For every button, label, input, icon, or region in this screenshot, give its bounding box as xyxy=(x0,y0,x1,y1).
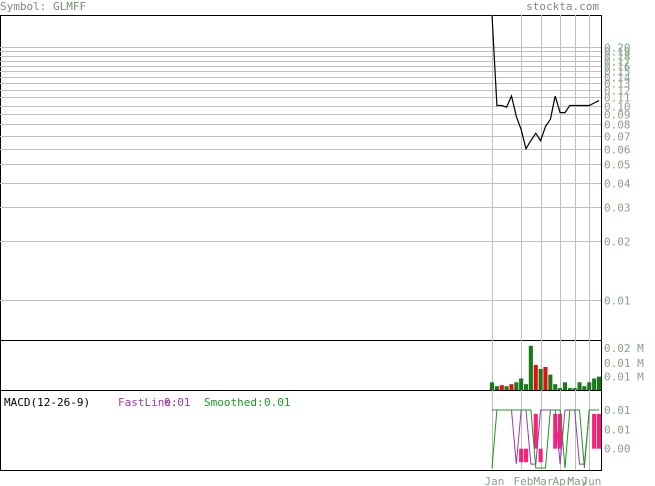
macd-tick-label: 0.00 xyxy=(604,443,631,456)
price-tick-label: 0.04 xyxy=(604,178,631,191)
price-tick-label: 0.07 xyxy=(604,131,631,144)
volume-bar xyxy=(519,378,524,390)
macd-histogram-bar xyxy=(558,413,563,449)
volume-bar xyxy=(596,376,601,390)
volume-bar xyxy=(553,384,558,390)
macd-tick-label: 0.01 xyxy=(604,423,631,436)
price-tick-label: 0.11 xyxy=(604,92,631,105)
price-tick-label: 0.17 xyxy=(604,56,631,69)
volume-bar xyxy=(489,382,494,390)
x-tick-label: Jan xyxy=(485,475,505,486)
volume-tick-label: 0.02 M xyxy=(604,342,644,355)
volume-bar xyxy=(548,374,553,390)
volume-tick-label: 0.01 M xyxy=(604,357,644,370)
price-tick-label: 0.14 xyxy=(604,72,631,85)
macd-title: MACD(12-26-9) xyxy=(4,396,90,409)
macd-histogram-bar xyxy=(533,413,538,449)
fastline-legend-value: 0.01 xyxy=(164,396,191,409)
x-tick-label: Jun xyxy=(582,475,602,486)
volume-bar xyxy=(509,384,514,390)
volume-bar xyxy=(533,365,538,390)
price-tick-label: 0.03 xyxy=(604,202,631,215)
volume-tick-label: 0.01 M xyxy=(604,371,644,384)
price-tick-label: 0.16 xyxy=(604,61,631,74)
price-tick-label: 0.05 xyxy=(604,159,631,172)
price-tick-label: 0.08 xyxy=(604,119,631,132)
price-tick-label: 0.02 xyxy=(604,236,631,249)
macd-tick-label: 0.01 xyxy=(604,404,631,417)
volume-bar xyxy=(494,386,499,390)
macd-panel-frame xyxy=(0,390,602,471)
price-tick-label: 0.13 xyxy=(604,78,631,91)
volume-bar xyxy=(567,388,572,390)
macd-histogram-bar xyxy=(538,448,543,463)
macd-smoothed-line xyxy=(491,409,599,469)
volume-panel-frame xyxy=(0,340,602,391)
price-panel-frame xyxy=(0,15,602,341)
price-tick-label: 0.06 xyxy=(604,144,631,157)
volume-bar xyxy=(562,382,567,390)
price-tick-label: 0.09 xyxy=(604,109,631,122)
volume-bar xyxy=(577,382,582,390)
price-tick-label: 0.10 xyxy=(604,101,631,114)
price-tick-label: 0.01 xyxy=(604,295,631,308)
price-tick-label: 0.20 xyxy=(604,42,631,55)
volume-bar xyxy=(572,388,577,390)
x-tick-label: May xyxy=(568,475,588,486)
macd-histogram-bar xyxy=(553,413,558,449)
price-tick-label: 0.18 xyxy=(604,51,631,64)
price-tick-label: 0.19 xyxy=(604,46,631,59)
site-label: stockta.com xyxy=(526,0,599,13)
volume-bar xyxy=(499,385,504,390)
x-tick-label: Apr xyxy=(553,475,573,486)
smoothed-legend-name: Smoothed: xyxy=(204,396,264,409)
macd-histogram-bar xyxy=(524,448,529,463)
volume-bar xyxy=(504,386,509,390)
volume-bar xyxy=(524,384,529,390)
volume-bar xyxy=(582,386,587,390)
volume-bar xyxy=(538,368,543,390)
volume-bar xyxy=(528,345,533,390)
volume-bar xyxy=(592,378,597,390)
macd-histogram-bar xyxy=(596,413,601,449)
x-tick-label: Mar xyxy=(534,475,554,486)
fastline-legend-name: FastLine: xyxy=(118,396,178,409)
macd-histogram-bar xyxy=(592,413,597,449)
price-tick-label: 0.12 xyxy=(604,85,631,98)
volume-bar xyxy=(514,382,519,390)
price-tick-label: 0.15 xyxy=(604,66,631,79)
price-line xyxy=(491,14,600,151)
volume-bar xyxy=(587,382,592,390)
macd-histogram-bar xyxy=(519,448,524,463)
smoothed-legend-value: 0.01 xyxy=(264,396,291,409)
volume-bar xyxy=(558,388,563,390)
x-tick-label: Feb xyxy=(514,475,534,486)
symbol-label: Symbol: GLMFF xyxy=(0,0,87,13)
volume-bar xyxy=(543,367,548,390)
